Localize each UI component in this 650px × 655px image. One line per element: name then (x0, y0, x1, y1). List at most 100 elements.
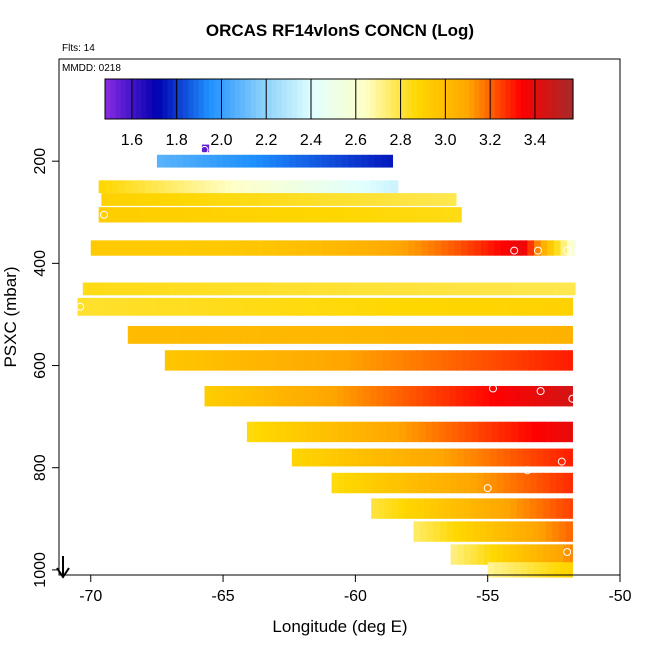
heatmap-cell (279, 421, 288, 443)
heatmap-cell (518, 421, 526, 443)
heatmap-cell (396, 207, 404, 223)
heatmap-cell (385, 421, 394, 443)
heatmap-cell (90, 240, 98, 256)
heatmap-cell (352, 325, 360, 344)
heatmap-cell (421, 240, 429, 256)
heatmap-cell (224, 207, 232, 223)
heatmap-cell (182, 282, 190, 296)
heatmap-cell (483, 498, 491, 519)
heatmap-cell (201, 144, 210, 153)
heatmap-cell (363, 385, 371, 407)
heatmap-cell (534, 240, 542, 256)
heatmap-cell (416, 385, 424, 407)
data-point (496, 374, 505, 383)
colorbar: 1.6 1.8 2.0 2.2 2.4 2.6 2.8 3.0 3.2 3.4 (104, 78, 574, 149)
heatmap-cell (563, 544, 571, 565)
heatmap-cell (323, 350, 331, 371)
heatmap-cell (508, 350, 517, 371)
heatmap-cell (298, 448, 306, 467)
heatmap-cell (552, 282, 560, 296)
heatmap-cell (354, 282, 362, 296)
heatmap-cell (404, 498, 412, 519)
heatmap-cell (191, 350, 199, 371)
heatmap-cell (127, 193, 136, 206)
heatmap-cell (363, 180, 371, 194)
heatmap-cell (426, 521, 435, 542)
heatmap-cell (282, 154, 290, 168)
heatmap-cell (123, 240, 132, 256)
heatmap-cell (494, 240, 502, 256)
heatmap-cell (463, 544, 472, 565)
heatmap-cell (388, 240, 396, 256)
colorbar-cell (245, 79, 252, 119)
heatmap-cell (137, 297, 145, 316)
heatmap-cell (313, 325, 321, 344)
heatmap-cell (342, 154, 350, 168)
heatmap-cell (508, 385, 517, 407)
heatmap-cell (294, 282, 302, 296)
heatmap-cell (436, 350, 444, 371)
heatmap-cell (110, 297, 118, 316)
heatmap-cell (532, 521, 540, 542)
colorbar-ticks: 1.6 1.8 2.0 2.2 2.4 2.6 2.8 3.0 3.2 3.4 (121, 79, 546, 149)
heatmap-cell (391, 448, 399, 467)
heatmap-cell (549, 498, 558, 519)
heatmap-cell (310, 207, 318, 223)
heatmap-cell (516, 544, 525, 565)
heatmap-cell (332, 325, 341, 344)
heatmap-cell (217, 385, 225, 407)
heatmap-cell (264, 385, 272, 407)
heatmap-cell (444, 498, 452, 519)
heatmap-cell (410, 472, 419, 494)
heatmap-cell (425, 421, 433, 443)
heatmap-cell (266, 193, 274, 206)
heatmap-cell (138, 207, 146, 223)
heatmap-cell (215, 282, 223, 296)
heatmap-cell (320, 282, 329, 296)
heatmap-cell (315, 154, 323, 168)
heatmap-cell (502, 385, 510, 407)
heatmap-cell (90, 297, 98, 316)
heatmap-cell (335, 297, 343, 316)
heatmap-cell (560, 297, 568, 316)
heatmap-cell (404, 448, 412, 467)
heatmap-cell (434, 297, 442, 316)
heatmap-cell (270, 180, 278, 194)
heatmap-cell (438, 421, 446, 443)
heatmap-cell (253, 193, 261, 206)
heatmap-cell (196, 297, 204, 316)
heatmap-cell (262, 240, 270, 256)
colorbar-tick-label: 2.4 (300, 132, 322, 149)
heatmap-cell (343, 180, 351, 194)
heatmap-cell (553, 297, 562, 316)
heatmap-cell (512, 282, 521, 296)
heatmap-cell (465, 325, 473, 344)
heatmap-cell (233, 193, 241, 206)
heatmap-cell (193, 325, 202, 344)
heatmap-cell (383, 350, 391, 371)
heatmap-cell (335, 240, 343, 256)
heatmap-cell (520, 562, 528, 578)
heatmap-cell (309, 297, 317, 316)
colorbar-cell (302, 79, 309, 119)
marker-points (76, 145, 582, 556)
heatmap-cell (463, 448, 472, 467)
heatmap-cell (97, 297, 105, 316)
heatmap-cell (365, 193, 374, 206)
heatmap-cell (283, 350, 292, 371)
colorbar-cell (463, 79, 470, 119)
heatmap-cell (237, 385, 245, 407)
heatmap-cell (283, 207, 292, 223)
heatmap-cell (428, 297, 436, 316)
heatmap-cell (469, 350, 477, 371)
heatmap-cell (507, 562, 515, 578)
heatmap-cell (389, 385, 397, 407)
heatmap-cell (167, 193, 175, 206)
heatmap-cell (330, 207, 338, 223)
heatmap-cell (117, 297, 125, 316)
colorbar-cell (151, 79, 158, 119)
heatmap-cell (167, 325, 175, 344)
heatmap-cell (293, 325, 301, 344)
heatmap-cell (403, 207, 411, 223)
colorbar-tick-label: 2.6 (345, 132, 367, 149)
